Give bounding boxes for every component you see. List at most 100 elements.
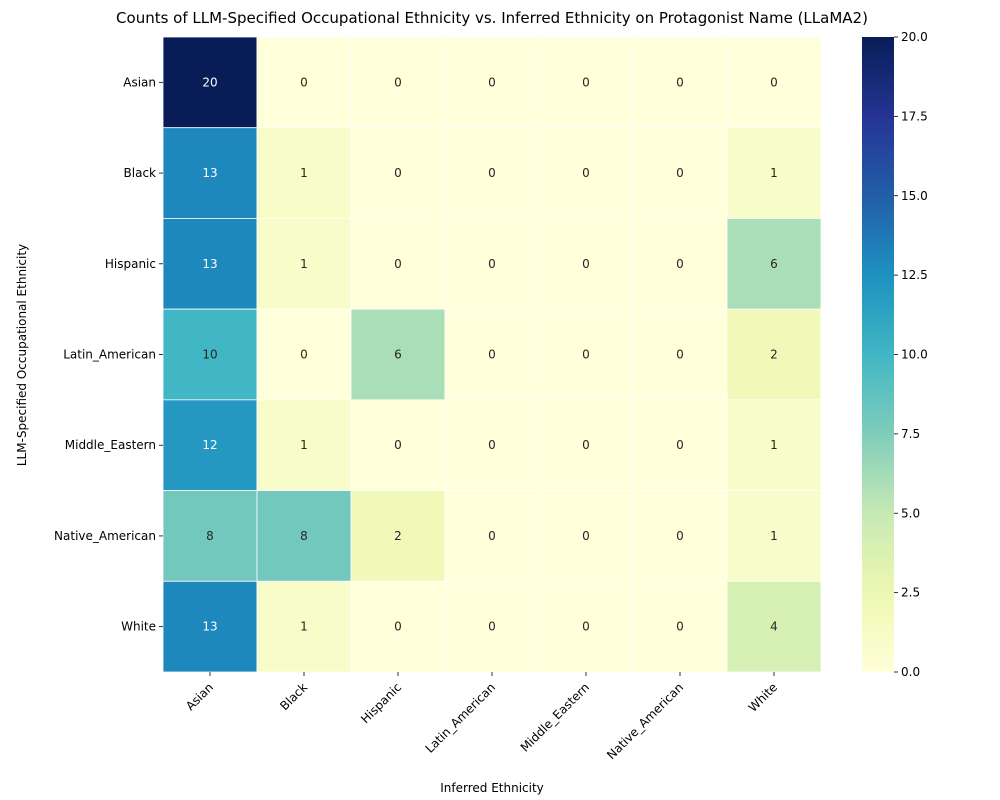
heatmap-cell: [256, 36, 352, 129]
cell-value-label: 0: [582, 75, 590, 89]
heatmap-cell: [256, 218, 352, 310]
colorbar-tick-label: 2.5: [901, 586, 920, 600]
y-tick-label: Hispanic: [105, 257, 156, 271]
y-tick-label: Middle_Eastern: [65, 438, 156, 452]
x-tick-label: White: [746, 680, 781, 715]
cell-value-label: 0: [394, 257, 402, 271]
cell-value-label: 0: [488, 438, 496, 452]
cell-value-label: 1: [300, 620, 308, 634]
cell-value-label: 0: [582, 348, 590, 362]
cell-value-label: 0: [676, 438, 684, 452]
colorbar-tick-label: 17.5: [901, 109, 928, 123]
heatmap-cell: [350, 490, 446, 582]
cell-value-label: 0: [582, 438, 590, 452]
heatmap-cell: [444, 218, 540, 310]
heatmap-cell: [256, 490, 352, 582]
chart-title: Counts of LLM-Specified Occupational Eth…: [116, 9, 868, 27]
heatmap-cell: [726, 490, 822, 582]
colorbar-tick-label: 10.0: [901, 348, 928, 362]
heatmap-cell: [162, 36, 258, 129]
heatmap-cell: [350, 580, 446, 673]
heatmap-cell: [350, 127, 446, 219]
x-tick-label: Black: [277, 680, 310, 713]
x-tick-label: Asian: [183, 680, 216, 713]
heatmap-cell: [350, 399, 446, 491]
heatmap-cell: [632, 36, 728, 129]
cell-value-label: 0: [676, 620, 684, 634]
cell-value-label: 12: [202, 438, 217, 452]
cell-value-label: 0: [488, 529, 496, 543]
y-tick-label: Asian: [123, 75, 156, 89]
cell-value-label: 13: [202, 257, 217, 271]
colorbar-tick-label: 7.5: [901, 427, 920, 441]
x-tick-label: Latin_American: [423, 680, 499, 756]
cell-value-label: 0: [676, 166, 684, 180]
cell-value-label: 0: [394, 438, 402, 452]
colorbar-tick-label: 15.0: [901, 189, 928, 203]
cell-value-label: 0: [582, 620, 590, 634]
heatmap-cell: [162, 308, 258, 401]
cell-value-label: 4: [770, 620, 778, 634]
cell-value-label: 0: [488, 620, 496, 634]
y-tick-label: Latin_American: [63, 348, 156, 362]
cell-value-label: 0: [394, 75, 402, 89]
cell-value-label: 1: [300, 438, 308, 452]
y-axis-label: LLM-Specified Occupational Ethnicity: [15, 244, 29, 466]
heatmap-cell: [538, 490, 634, 582]
cell-value-label: 0: [488, 75, 496, 89]
heatmap-cell: [444, 580, 540, 673]
cell-value-label: 1: [300, 257, 308, 271]
cell-value-label: 10: [202, 348, 217, 362]
heatmap-cell: [632, 218, 728, 310]
x-axis-label: Inferred Ethnicity: [440, 781, 544, 795]
colorbar: 0.0 2.5 5.0 7.5 10.0 12.5 15.0 17.5 20.0: [862, 30, 928, 679]
heatmap-cell: [444, 490, 540, 582]
cell-value-label: 1: [300, 166, 308, 180]
heatmap-cell: [538, 580, 634, 673]
cell-value-label: 0: [582, 166, 590, 180]
cell-value-label: 1: [770, 166, 778, 180]
cell-value-label: 0: [676, 529, 684, 543]
cell-value-label: 1: [770, 438, 778, 452]
heatmap-cell: [538, 36, 634, 129]
heatmap-cell: [726, 399, 822, 491]
cell-value-label: 0: [582, 529, 590, 543]
cell-value-label: 8: [206, 529, 214, 543]
heatmap-cell: [350, 218, 446, 310]
heatmap-cell: [162, 399, 258, 491]
x-tick-label: Hispanic: [358, 680, 404, 726]
heatmap-cell: [726, 580, 822, 673]
heatmap-cell: [538, 218, 634, 310]
heatmap-cell: [162, 218, 258, 310]
cell-value-label: 13: [202, 166, 217, 180]
cell-value-label: 2: [394, 529, 402, 543]
heatmap-cell: [444, 36, 540, 129]
heatmap-cell: [726, 308, 822, 401]
y-axis-ticks: Asian Black Hispanic Latin_American Middle_E…: [54, 75, 163, 634]
colorbar-tick-label: 12.5: [901, 268, 928, 282]
heatmap-cell: [256, 308, 352, 401]
cell-value-label: 1: [770, 529, 778, 543]
heatmap-cell: [538, 127, 634, 219]
cell-value-label: 0: [394, 166, 402, 180]
cell-value-label: 13: [202, 620, 217, 634]
x-tick-label: Middle_Eastern: [518, 680, 592, 754]
y-tick-label: Black: [124, 166, 157, 180]
heatmap-cell: [632, 127, 728, 219]
colorbar-gradient: [862, 37, 894, 672]
cell-value-label: 0: [488, 166, 496, 180]
heatmap-cell: [162, 127, 258, 219]
y-tick-label: White: [121, 620, 156, 634]
heatmap-cell: [632, 308, 728, 401]
heatmap-cell: [162, 490, 258, 582]
x-axis-ticks: Asian Black Hispanic Latin_American Middle_E…: [183, 672, 780, 762]
heatmap-cell: [726, 218, 822, 310]
cell-value-label: 0: [300, 75, 308, 89]
cell-value-label: 0: [488, 257, 496, 271]
cell-value-label: 0: [676, 75, 684, 89]
heatmap-cells: [162, 36, 822, 673]
cell-value-label: 0: [582, 257, 590, 271]
colorbar-tick-label: 0.0: [901, 665, 920, 679]
cell-value-label: 0: [770, 75, 778, 89]
